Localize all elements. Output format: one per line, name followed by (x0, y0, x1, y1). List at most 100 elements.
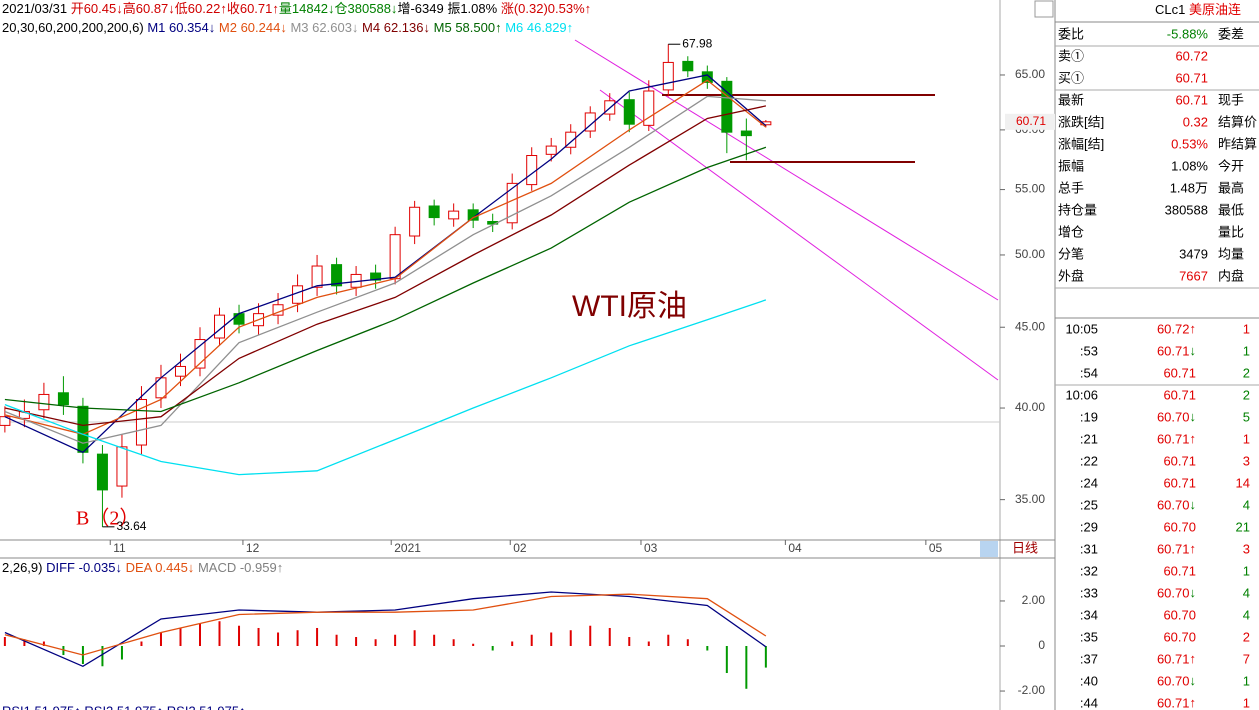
x-tick-label: 12 (246, 541, 260, 555)
tick-volume: 3 (1243, 541, 1250, 556)
tick-volume: 2 (1243, 629, 1250, 644)
header: 2021/03/31 开60.45↓高60.87↓低60.22↑收60.71↑量… (2, 1, 591, 16)
quote-label: 卖① (1058, 48, 1084, 63)
scroll-box[interactable] (980, 541, 998, 557)
tick-volume: 2 (1243, 387, 1250, 402)
tick-price: 60.70↓ (1157, 409, 1196, 424)
candle-body (311, 265, 323, 288)
tick-volume: 5 (1243, 409, 1250, 424)
quote-label: 量比 (1218, 224, 1244, 239)
tick-price: 60.70↓ (1157, 497, 1196, 512)
tick-price: 60.70↓ (1157, 673, 1196, 688)
candle-body (662, 61, 674, 91)
rsi-legend: RSI1 51.975↑ RSI2 51.975↑ RSI3 51.975↑ (2, 703, 246, 710)
tick-volume: 3 (1243, 453, 1250, 468)
text-part: 高60.87↓ (123, 1, 175, 16)
quote-label: 涨幅[结] (1058, 136, 1104, 151)
ma-line (4, 591, 767, 668)
tick-volume: 1 (1243, 673, 1250, 688)
tick-time: :37 (1080, 651, 1098, 666)
text-part: 量14842↓ (279, 1, 335, 16)
x-tick-label: 2021 (394, 541, 421, 555)
x-tick-label: 02 (513, 541, 527, 555)
period[interactable]: 日线 (1012, 540, 1038, 555)
quote-label: 昨结算 (1218, 136, 1257, 151)
text-part: 低60.22↑ (175, 1, 227, 16)
y-tick-label: -2.00 (1018, 683, 1046, 697)
candle-body (740, 130, 752, 137)
tick-time: :35 (1080, 629, 1098, 644)
quote-value: 0.53% (1171, 136, 1208, 151)
menu-icon[interactable] (1034, 0, 1054, 18)
text-part: 开60.45↓ (71, 1, 123, 16)
x-tick-label: 11 (113, 541, 126, 555)
y-tick-label: 35.00 (1015, 492, 1045, 506)
high-label: 67.98 (682, 36, 712, 50)
tick-time: :32 (1080, 563, 1098, 578)
text-part: M2 (219, 20, 237, 35)
tick-price: 60.71↑ (1157, 431, 1196, 446)
candle-body (526, 155, 538, 186)
trend-line (574, 39, 999, 301)
tick-time: :29 (1080, 519, 1098, 534)
x-tick-label: 05 (929, 541, 943, 555)
text-part: -0.035↓ (79, 560, 122, 575)
tick-volume: 1 (1243, 695, 1250, 710)
text-part: MACD (198, 560, 236, 575)
quote-value: 1.48万 (1170, 180, 1208, 195)
tick-price: 60.71 (1163, 387, 1196, 402)
x-tick-label: 04 (788, 541, 802, 555)
text-part: 2,26,9) (2, 560, 42, 575)
quote-label: 结算价 (1218, 114, 1257, 129)
candle-body (77, 405, 89, 453)
quote-label: 买① (1058, 70, 1084, 85)
candle-body (233, 313, 245, 325)
tick-volume: 1 (1243, 343, 1250, 358)
tick-price: 60.70 (1163, 629, 1196, 644)
tick-price: 60.71↑ (1157, 695, 1196, 710)
text-part: 美原油连 (1189, 2, 1241, 17)
text-part: 20,30,60,200,200,200,6) (2, 20, 144, 35)
quote-label: 委差 (1218, 26, 1244, 41)
quote-value: 380588 (1165, 202, 1208, 217)
legend: 20,30,60,200,200,200,6) M1 60.354↓ M2 60… (2, 20, 573, 35)
text-part: 60.354↓ (169, 20, 215, 35)
y-tick-label: 45.00 (1015, 319, 1045, 333)
quote-value: 3479 (1179, 246, 1208, 261)
low-label: 33.64 (116, 519, 146, 533)
candle-body (409, 206, 421, 237)
tick-time: :54 (1080, 365, 1098, 380)
tick-time: :22 (1080, 453, 1098, 468)
candle-body (643, 90, 655, 126)
text-part: 涨(0.32)0.53%↑ (501, 1, 591, 16)
tick-volume: 1 (1243, 563, 1250, 578)
text-part: 振1.08% (447, 1, 497, 16)
tick-time: :40 (1080, 673, 1098, 688)
candle-body (701, 71, 713, 83)
candle-body (721, 80, 733, 133)
candle-body (584, 112, 596, 132)
candle-body (214, 314, 226, 339)
quote-label: 振幅 (1058, 158, 1084, 173)
text-part: M6 (505, 20, 523, 35)
y-tick-label: 0 (1038, 638, 1045, 652)
quote-label: 今开 (1218, 158, 1244, 173)
y-tick-label: 55.00 (1015, 182, 1045, 196)
text-part: -0.959↑ (240, 560, 283, 575)
quote-label: 现手 (1218, 92, 1244, 107)
candle-body (96, 453, 108, 491)
y-tick-label: 65.00 (1015, 67, 1045, 81)
candle-body (331, 264, 343, 287)
text-part: CLc1 (1155, 2, 1185, 17)
legend: 2,26,9) DIFF -0.035↓ DEA 0.445↓ MACD -0.… (2, 560, 283, 575)
tick-volume: 1 (1243, 321, 1250, 336)
tick-volume: 2 (1243, 365, 1250, 380)
quote-label: 最新 (1058, 92, 1084, 107)
candle-body (428, 205, 440, 219)
candle-body (0, 416, 11, 426)
quote-label: 总手 (1058, 180, 1084, 195)
y-tick-label: 50.00 (1015, 247, 1045, 261)
text-part: 62.136↓ (384, 20, 430, 35)
trend-line (599, 89, 999, 381)
candle-body (174, 365, 186, 377)
